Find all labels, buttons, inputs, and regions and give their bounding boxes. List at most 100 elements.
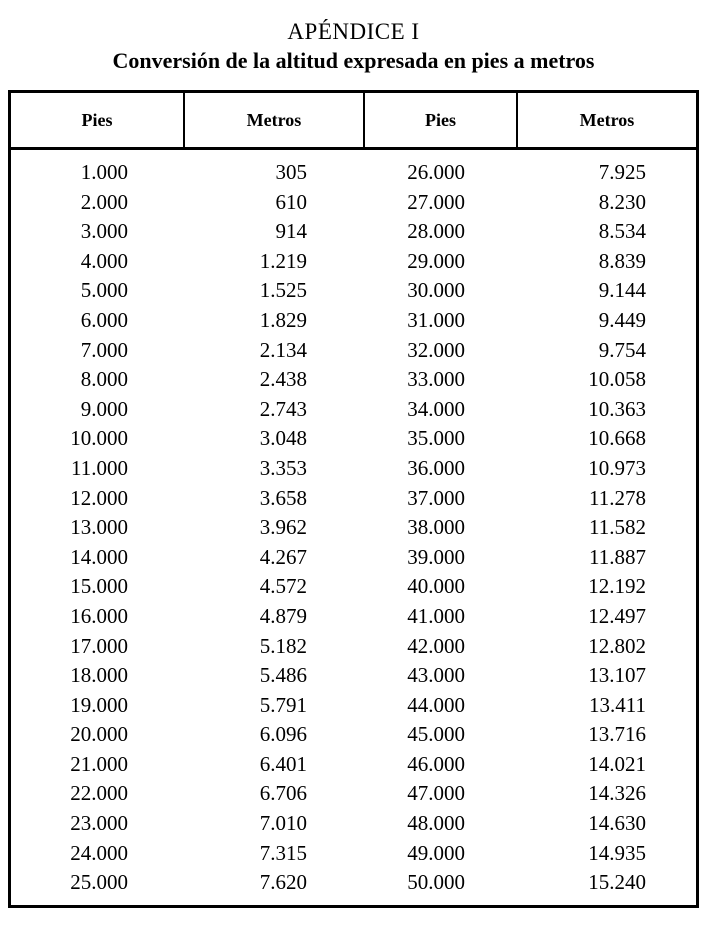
cell-pies-right: 30.000 bbox=[407, 278, 465, 303]
page-title: APÉNDICE I bbox=[287, 19, 420, 44]
cell-metros-left: 1.219 bbox=[259, 248, 307, 273]
table-row: 16.000 4.879 41.000 12.497 bbox=[11, 602, 696, 632]
cell-metros-left: 5.791 bbox=[259, 692, 307, 717]
table-row: 14.000 4.267 39.000 11.887 bbox=[11, 543, 696, 573]
cell-pies-left: 11.000 bbox=[71, 455, 128, 480]
cell-pies-right: 28.000 bbox=[407, 219, 465, 244]
cell-metros-left: 305 bbox=[275, 160, 308, 184]
cell-pies-right: 50.000 bbox=[407, 870, 465, 895]
cell-pies-right: 43.000 bbox=[407, 663, 465, 688]
table-row: 9.000 2.743 34.000 10.363 bbox=[11, 395, 696, 425]
table-row: 20.000 6.096 45.000 13.716 bbox=[11, 720, 696, 750]
cell-pies-right: 26.000 bbox=[407, 160, 465, 184]
cell-pies-right: 42.000 bbox=[407, 633, 465, 658]
cell-metros-left: 5.182 bbox=[259, 633, 307, 658]
conversion-table: Pies Metros Pies Metros 1.000 305 26.000… bbox=[8, 90, 699, 908]
cell-metros-left: 4.267 bbox=[259, 544, 307, 569]
cell-pies-left: 18.000 bbox=[70, 663, 128, 688]
cell-metros-left: 2.134 bbox=[259, 337, 307, 362]
cell-metros-right: 9.754 bbox=[598, 337, 646, 362]
cell-pies-left: 10.000 bbox=[70, 426, 128, 451]
cell-metros-left: 6.706 bbox=[259, 781, 307, 806]
cell-metros-right: 14.021 bbox=[588, 751, 646, 776]
cell-metros-right: 11.582 bbox=[589, 515, 646, 540]
header-cell-metros-left: Metros bbox=[185, 93, 365, 147]
table-row: 11.000 3.353 36.000 10.973 bbox=[11, 454, 696, 484]
cell-metros-right: 14.935 bbox=[588, 840, 646, 865]
cell-metros-left: 3.658 bbox=[259, 485, 307, 510]
cell-metros-left: 5.486 bbox=[259, 663, 307, 688]
cell-pies-left: 24.000 bbox=[70, 840, 128, 865]
cell-pies-left: 1.000 bbox=[80, 160, 128, 184]
header-cell-pies-right: Pies bbox=[365, 93, 518, 147]
cell-pies-right: 37.000 bbox=[407, 485, 465, 510]
cell-metros-left: 3.962 bbox=[259, 515, 307, 540]
table-row: 18.000 5.486 43.000 13.107 bbox=[11, 661, 696, 691]
cell-metros-right: 8.230 bbox=[598, 189, 646, 214]
header-cell-metros-right: Metros bbox=[579, 109, 635, 130]
cell-metros-right: 13.411 bbox=[589, 692, 646, 717]
cell-metros-right: 9.449 bbox=[598, 307, 646, 332]
table-row: 24.000 7.315 49.000 14.935 bbox=[11, 839, 696, 869]
cell-pies-left: 4.000 bbox=[80, 248, 128, 273]
table-row: 10.000 3.048 35.000 10.668 bbox=[11, 424, 696, 454]
cell-pies-left: 15.000 bbox=[70, 574, 128, 599]
cell-pies-left: 14.000 bbox=[70, 544, 128, 569]
cell-metros-right: 11.887 bbox=[589, 544, 646, 569]
cell-pies-right: 40.000 bbox=[407, 574, 465, 599]
cell-pies-left: 12.000 bbox=[70, 485, 128, 510]
table-row: 25.000 7.620 50.000 15.240 bbox=[11, 868, 696, 898]
cell-pies-left: 9.000 bbox=[80, 396, 128, 421]
cell-metros-right: 15.240 bbox=[588, 870, 646, 895]
cell-metros-right: 10.668 bbox=[588, 426, 646, 451]
cell-pies-right: 31.000 bbox=[407, 307, 465, 332]
cell-metros-right: 13.716 bbox=[588, 722, 646, 747]
title-block: APÉNDICE I Conversión de la altitud expr… bbox=[0, 0, 707, 74]
cell-pies-right: 47.000 bbox=[407, 781, 465, 806]
cell-metros-left: 2.743 bbox=[259, 396, 307, 421]
cell-pies-right: 29.000 bbox=[407, 248, 465, 273]
cell-metros-right: 7.925 bbox=[598, 160, 646, 184]
cell-pies-right: 44.000 bbox=[407, 692, 465, 717]
cell-metros-left: 3.353 bbox=[259, 455, 307, 480]
cell-metros-left: 6.401 bbox=[259, 751, 307, 776]
table-row: 13.000 3.962 38.000 11.582 bbox=[11, 513, 696, 543]
cell-pies-left: 2.000 bbox=[80, 189, 128, 214]
cell-pies-left: 7.000 bbox=[80, 337, 128, 362]
cell-pies-right: 36.000 bbox=[407, 455, 465, 480]
cell-metros-right: 11.278 bbox=[589, 485, 646, 510]
cell-pies-right: 27.000 bbox=[407, 189, 465, 214]
cell-pies-left: 17.000 bbox=[70, 633, 128, 658]
table-row: 6.000 1.829 31.000 9.449 bbox=[11, 306, 696, 336]
table-row: 19.000 5.791 44.000 13.411 bbox=[11, 691, 696, 721]
cell-metros-right: 12.192 bbox=[588, 574, 646, 599]
cell-pies-right: 45.000 bbox=[407, 722, 465, 747]
cell-pies-left: 23.000 bbox=[70, 811, 128, 836]
table-row: 2.000 610 27.000 8.230 bbox=[11, 188, 696, 218]
cell-pies-right: 35.000 bbox=[407, 426, 465, 451]
cell-metros-right: 8.534 bbox=[598, 219, 646, 244]
cell-metros-left: 7.315 bbox=[259, 840, 307, 865]
cell-metros-left: 3.048 bbox=[259, 426, 307, 451]
cell-pies-right: 33.000 bbox=[407, 367, 465, 392]
table-row: 4.000 1.219 29.000 8.839 bbox=[11, 247, 696, 277]
table-row: 8.000 2.438 33.000 10.058 bbox=[11, 365, 696, 395]
cell-pies-left: 8.000 bbox=[80, 367, 128, 392]
page-subtitle: Conversión de la altitud expresada en pi… bbox=[112, 48, 595, 73]
table-row: 15.000 4.572 40.000 12.192 bbox=[11, 572, 696, 602]
cell-metros-left: 4.572 bbox=[259, 574, 307, 599]
cell-pies-right: 34.000 bbox=[407, 396, 465, 421]
cell-pies-left: 20.000 bbox=[70, 722, 128, 747]
cell-metros-right: 14.326 bbox=[588, 781, 646, 806]
cell-metros-right: 8.839 bbox=[598, 248, 646, 273]
table-row: 3.000 914 28.000 8.534 bbox=[11, 217, 696, 247]
cell-metros-right: 10.363 bbox=[588, 396, 646, 421]
cell-metros-left: 4.879 bbox=[259, 603, 307, 628]
header-cell-pies-left: Pies bbox=[11, 93, 185, 147]
cell-pies-right: 41.000 bbox=[407, 603, 465, 628]
table-header-row: Pies Metros Pies Metros bbox=[11, 93, 696, 150]
cell-metros-left: 1.525 bbox=[259, 278, 307, 303]
cell-metros-right: 14.630 bbox=[588, 811, 646, 836]
cell-metros-left: 7.620 bbox=[259, 870, 307, 895]
